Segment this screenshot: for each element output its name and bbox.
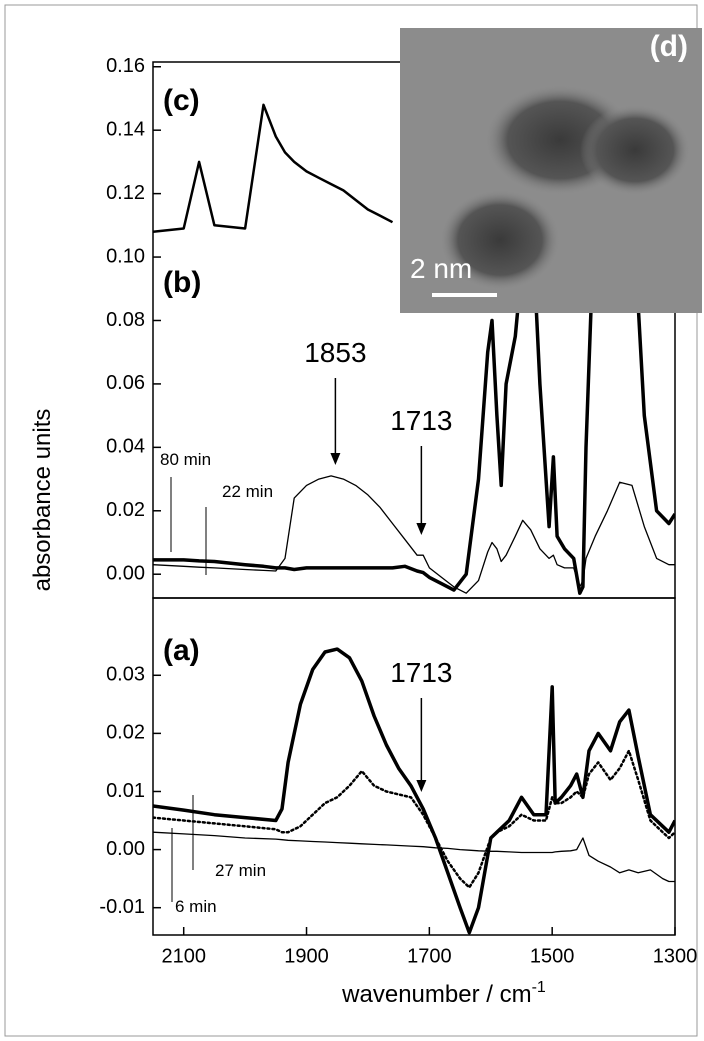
x-axis-label: wavenumber / cm-1 [341,979,546,1008]
panel-label: (b) [163,266,201,299]
annotation-arrowhead [416,780,427,792]
x-tick-label: 1700 [407,945,452,967]
series-label: 6 min [175,897,217,916]
spectrum-line [153,831,675,883]
y-tick-label: 0.02 [106,722,145,744]
series-label: 80 min [160,450,211,469]
series-label: 27 min [215,861,266,880]
y-tick-label: 0.04 [106,436,145,458]
annotation: 1713 [390,657,452,688]
x-tick-label: 1500 [530,945,575,967]
annotation: 1713 [390,405,452,436]
annotation: 1853 [304,337,366,368]
y-tick-label: 0.10 [106,245,145,267]
spectrum-line [153,475,675,594]
series-label: 22 min [222,482,273,501]
annotation-arrowhead [416,523,427,535]
inset: (d) 2 nm [400,28,702,313]
panel-label: (a) [163,634,200,667]
y-tick-label: 0.02 [106,499,145,521]
spectrum-line [153,103,394,233]
x-axis-label-text: wavenumber / cm [341,981,531,1008]
y-tick-label: 0.08 [106,309,145,331]
scale-bar-label: 2 nm [410,253,472,284]
y-tick-label: 0.00 [106,562,145,584]
spectrum-line [153,647,675,935]
plots: 0.00 0.02 0.04 0.06 0.08 0.10 0.12 0.14 0.16 (c) 8… [29,55,697,1008]
y-axis-label: absorbance units [29,409,56,592]
particle [440,190,560,290]
x-tick-label: 2100 [161,945,206,967]
x-tick-label: 1300 [653,945,698,967]
particle [580,105,690,195]
y-tick-label: 0.06 [106,372,145,394]
y-tick-label: 0.01 [106,780,145,802]
annotation-arrowhead [330,453,341,465]
y-tick-label: 0.12 [106,182,145,204]
inset-label: (d) [650,30,688,63]
x-axis-label-superscript: -1 [532,979,546,996]
y-tick-label: -0.01 [99,896,145,918]
x-tick-label: 1900 [284,945,329,967]
spectrum-line [153,749,675,889]
y-tick-label: 0.14 [106,118,145,140]
y-tick-label: 0.16 [106,55,145,77]
figure-border [4,4,698,1037]
y-tick-label: 0.03 [106,664,145,686]
y-tick-label: 0.00 [106,838,145,860]
plot-frame [152,597,676,936]
series-label: (c) [163,84,200,117]
spectrum-line [153,128,675,595]
